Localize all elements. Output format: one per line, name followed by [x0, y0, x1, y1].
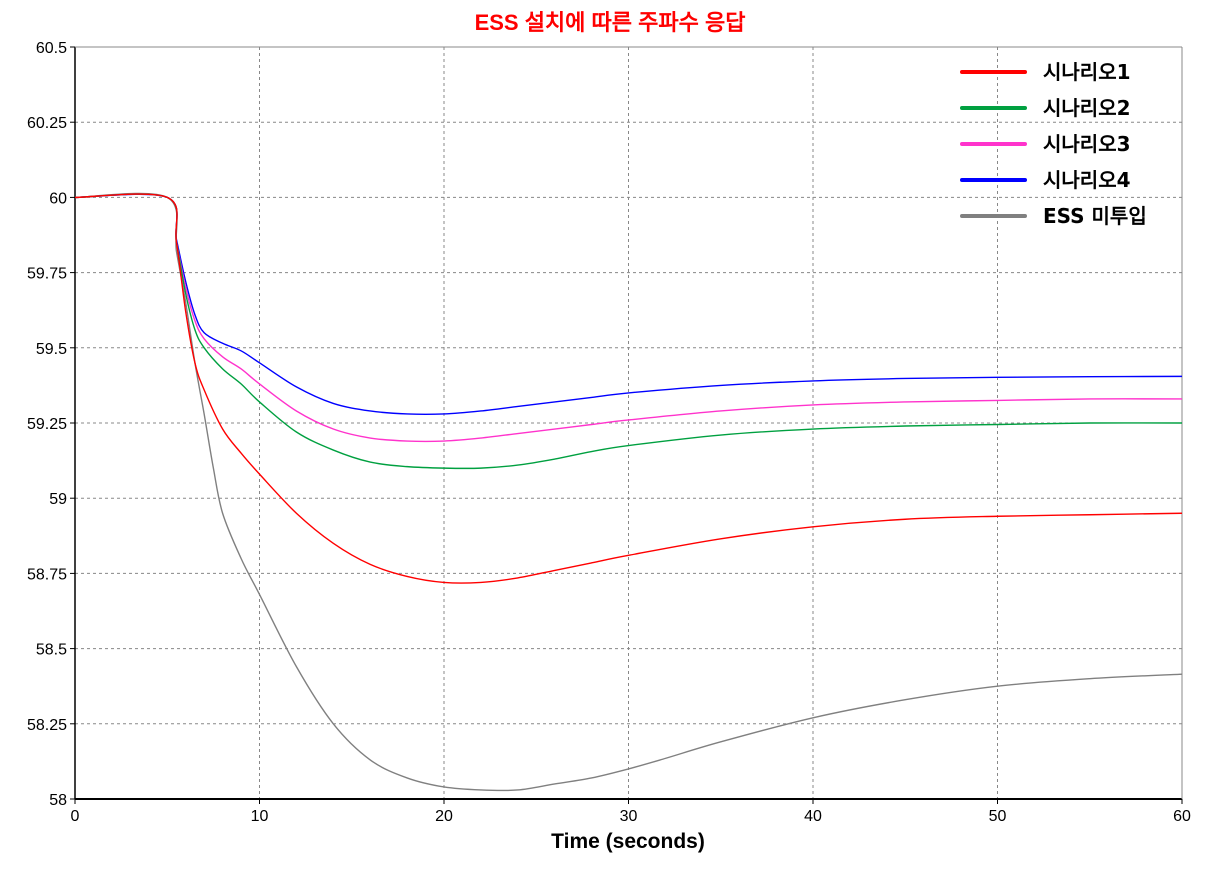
grid: [75, 47, 1182, 799]
y-tick-label: 60: [49, 190, 67, 207]
x-tick-label: 0: [71, 808, 80, 825]
x-tick-label: 30: [620, 808, 638, 825]
series-line-2: [74, 193, 1183, 470]
x-axis-label: Time (seconds): [551, 830, 705, 853]
y-tick-label: 59.25: [27, 416, 67, 433]
series-line-1: [74, 193, 1183, 584]
x-tick-label: 60: [1173, 808, 1191, 825]
series-line-3: [74, 193, 1183, 443]
x-tick-label: 20: [435, 808, 453, 825]
y-tick-label: 59.5: [36, 341, 67, 358]
y-tick-label: 58: [49, 792, 67, 809]
chart-title: ESS 설치에 따른 주파수 응답: [475, 10, 746, 35]
series-line-4: [74, 193, 1183, 416]
legend-label-4: 시나리오4: [1043, 168, 1131, 192]
x-tick-label: 40: [804, 808, 822, 825]
legend-label-3: 시나리오3: [1043, 132, 1131, 156]
y-tick-label: 58.25: [27, 717, 67, 734]
y-tick-label: 59.75: [27, 266, 67, 283]
y-tick-label: 58.75: [27, 566, 67, 583]
legend-label-5: ESS 미투입: [1043, 204, 1147, 228]
y-tick-label: 59: [49, 491, 67, 508]
legend-label-2: 시나리오2: [1043, 96, 1131, 120]
legend: 시나리오1 시나리오2 시나리오3 시나리오4 ESS 미투입: [960, 60, 1147, 228]
x-tick-label: 10: [251, 808, 269, 825]
legend-label-1: 시나리오1: [1043, 60, 1131, 84]
y-tick-label: 60.25: [27, 115, 67, 132]
series-lines: [74, 192, 1183, 792]
axes: 0 10 20 30 40 50 60 58 58.25 58.5 58.75 59 59.25 59.5…: [27, 40, 1191, 825]
y-tick-label: 60.5: [36, 40, 67, 57]
series-line-5: [74, 192, 1183, 792]
y-tick-label: 58.5: [36, 642, 67, 659]
x-tick-label: 50: [989, 808, 1007, 825]
